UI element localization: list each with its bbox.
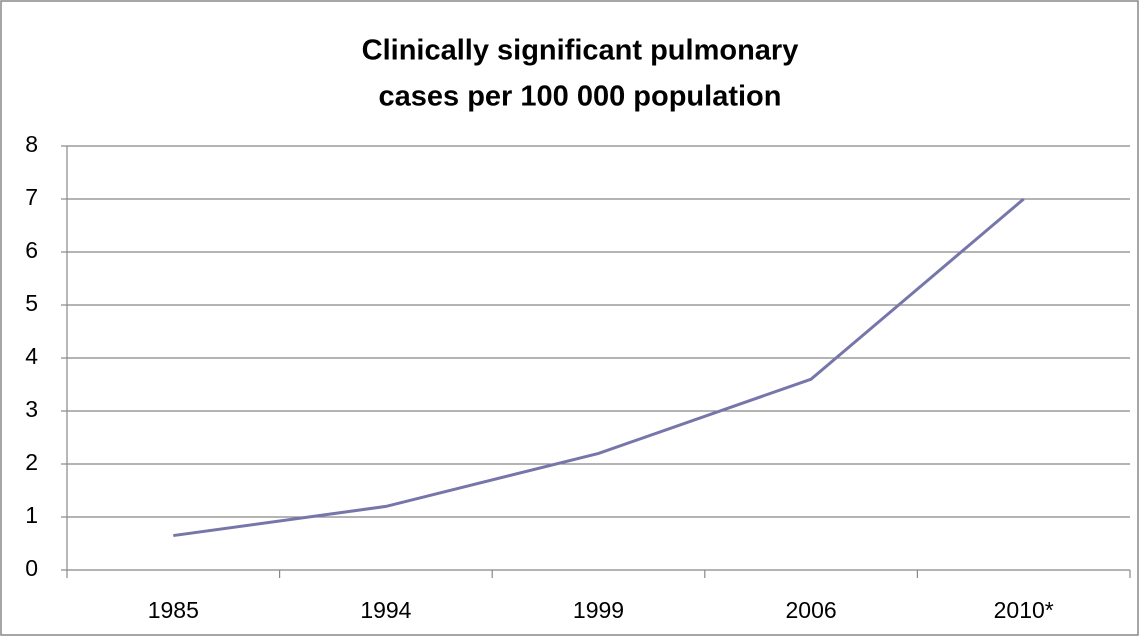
chart-title-line: Clinically significant pulmonary bbox=[362, 35, 799, 67]
y-tick-label: 2 bbox=[25, 449, 38, 475]
x-tick-label: 1985 bbox=[148, 597, 199, 623]
x-tick-label: 2006 bbox=[786, 597, 837, 623]
y-tick-label: 3 bbox=[25, 396, 38, 422]
y-tick-label: 6 bbox=[25, 237, 38, 263]
x-tick-label: 1999 bbox=[573, 597, 624, 623]
x-tick-label: 2010* bbox=[994, 597, 1054, 623]
y-tick-label: 4 bbox=[25, 343, 38, 369]
y-tick-label: 1 bbox=[25, 502, 38, 528]
y-tick-label: 0 bbox=[25, 555, 38, 581]
y-tick-label: 8 bbox=[25, 131, 38, 157]
y-tick-label: 7 bbox=[25, 184, 38, 210]
y-tick-label: 5 bbox=[25, 290, 38, 316]
data-line bbox=[173, 197, 1025, 538]
chart-title-line: cases per 100 000 population bbox=[379, 81, 782, 113]
x-tick-label: 1994 bbox=[360, 597, 411, 623]
